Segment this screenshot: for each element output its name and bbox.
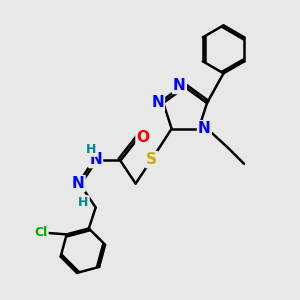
Text: N: N [72,176,85,191]
Text: H: H [78,196,89,209]
Text: Cl: Cl [34,226,48,239]
Text: O: O [136,130,149,145]
Text: S: S [146,152,157,167]
Text: N: N [198,121,211,136]
Text: H: H [86,143,96,156]
Text: N: N [151,95,164,110]
Text: N: N [173,78,186,93]
Text: N: N [89,152,102,167]
